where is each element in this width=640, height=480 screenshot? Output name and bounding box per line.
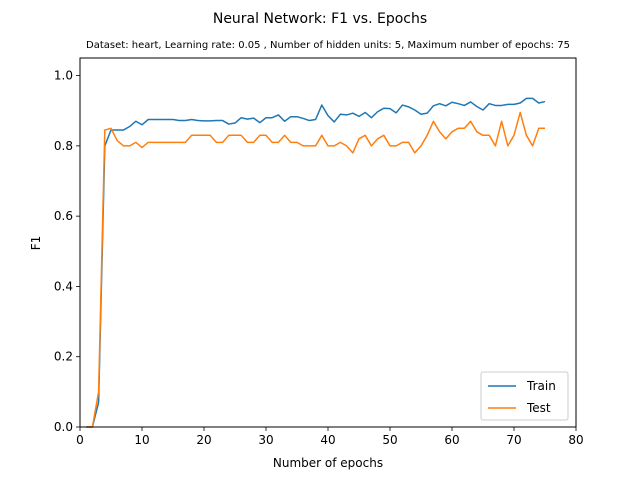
y-tick-label: 0.0 (54, 420, 73, 434)
x-axis-label: Number of epochs (273, 456, 383, 470)
x-tick-label: 50 (382, 433, 397, 447)
y-tick-label: 1.0 (54, 69, 73, 83)
y-tick-label: 0.6 (54, 209, 73, 223)
x-tick-label: 70 (506, 433, 521, 447)
x-tick-label: 40 (320, 433, 335, 447)
legend: Train Test (480, 371, 569, 421)
legend-label-test: Test (526, 401, 551, 415)
x-tick-label: 30 (258, 433, 273, 447)
x-tick-label: 60 (444, 433, 459, 447)
legend-label-train: Train (526, 379, 556, 393)
y-axis-ticks: 0.0 0.2 0.4 0.6 0.8 1.0 (54, 69, 80, 434)
plot-lines (86, 97, 546, 428)
series-line-train (86, 97, 546, 428)
y-axis-label: F1 (29, 236, 43, 251)
series-line-test (86, 111, 545, 428)
x-tick-label: 20 (196, 433, 211, 447)
y-tick-label: 0.4 (54, 279, 73, 293)
x-axis-ticks: 0 10 20 30 40 50 60 70 80 (76, 427, 584, 447)
x-tick-label: 80 (568, 433, 583, 447)
x-tick-label: 0 (76, 433, 84, 447)
x-tick-label: 10 (134, 433, 149, 447)
y-tick-label: 0.8 (54, 139, 73, 153)
chart-subtitle: Dataset: heart, Learning rate: 0.05 , Nu… (86, 40, 570, 51)
y-tick-label: 0.2 (54, 350, 73, 364)
chart-title: Neural Network: F1 vs. Epochs (213, 11, 427, 27)
